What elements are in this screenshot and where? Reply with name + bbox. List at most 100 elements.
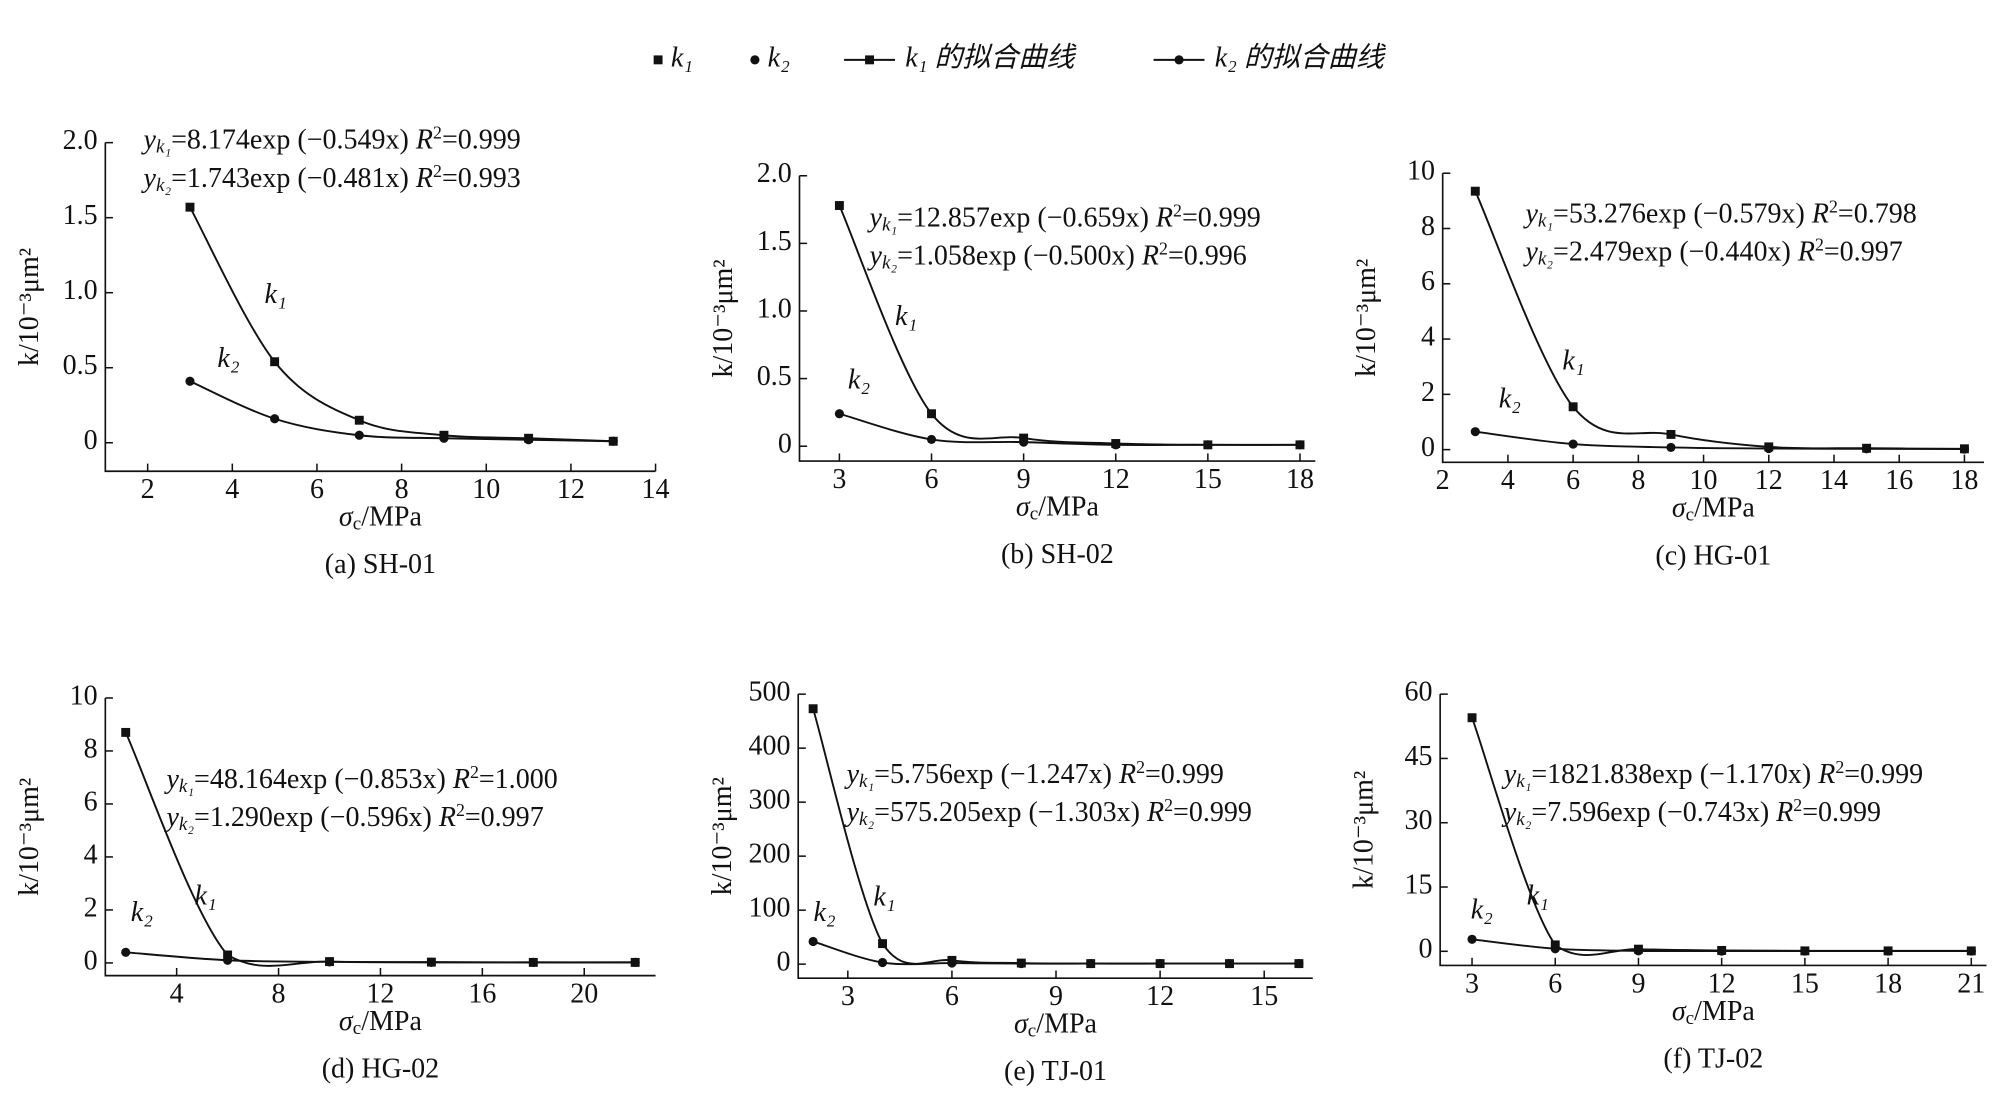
text-piece: k₂ (859, 809, 874, 830)
data-point (439, 433, 449, 443)
data-point (608, 436, 618, 446)
x-tick-label: 14 (1820, 465, 1848, 496)
text-piece: 2 (433, 161, 442, 181)
text-piece: =1.743exp (−0.481x) (171, 163, 416, 194)
y-tick-label: 0 (1421, 432, 1435, 463)
fit-curve (812, 708, 1299, 965)
equation: yk₂=1.058exp (−0.500x) R2=0.996 (867, 239, 1247, 274)
y-tick-label: 2.0 (63, 125, 98, 156)
data-point (223, 955, 233, 965)
data-point (1568, 439, 1578, 449)
data-point (1155, 959, 1165, 969)
text-piece: 2 (1164, 795, 1173, 815)
text-piece: σ (1672, 996, 1687, 1027)
text-piece: σ (1672, 493, 1687, 524)
data-point (1467, 934, 1477, 944)
text-piece: R (415, 163, 433, 194)
data-point (1470, 427, 1480, 437)
y-tick-label: 1.5 (63, 200, 98, 231)
y-tick-label: 400 (749, 731, 791, 762)
x-tick-label: 9 (1631, 968, 1645, 999)
axis-line (104, 142, 656, 473)
curve-label: k₁ (265, 279, 287, 310)
legend-label: k₂ 的拟合曲线 (1215, 42, 1387, 73)
text-piece: =575.205exp (−1.303x) (874, 798, 1147, 829)
axis-line (104, 697, 656, 977)
data-point (1467, 713, 1477, 723)
equation: yk₂=7.596exp (−0.743x) R2=0.999 (1501, 795, 1881, 830)
y-tick-label: 1.0 (63, 275, 98, 306)
x-tick-label: 18 (1950, 465, 1978, 496)
text-piece: 2 (1815, 235, 1824, 255)
text-piece: =0.798 (1838, 199, 1917, 230)
text-piece: R (1146, 798, 1164, 829)
data-point (1666, 442, 1676, 453)
data-point (630, 957, 640, 967)
y-tick-label: 0 (778, 429, 792, 460)
x-tick-label: 15 (1194, 464, 1222, 495)
data-point (528, 957, 538, 967)
y-axis-label: k/10⁻³μm² (1351, 259, 1382, 377)
data-point (878, 939, 887, 949)
text-piece: 2 (470, 762, 479, 782)
data-point (927, 409, 936, 419)
text-piece: k₂ (179, 814, 194, 835)
text-piece: k₂ (1538, 249, 1553, 270)
data-point (185, 376, 195, 386)
text-piece: 2 (1173, 200, 1182, 220)
text-piece: /MPa (361, 502, 422, 533)
y-tick-label: 4 (1421, 322, 1435, 353)
text-piece: =0.999 (1182, 203, 1261, 234)
text-piece: c (1028, 1021, 1036, 1042)
data-point (947, 958, 957, 968)
x-tick-label: 16 (1885, 465, 1913, 496)
y-tick-label: 4 (84, 839, 98, 870)
axis-line (797, 694, 1313, 980)
text-piece: k₂ (882, 253, 897, 274)
x-tick-label: 6 (945, 981, 959, 1012)
text-piece: /MPa (1694, 996, 1755, 1027)
text-piece: y (163, 764, 179, 795)
data-point (808, 704, 818, 714)
text-piece: =0.996 (1168, 241, 1247, 272)
x-tick-label: 9 (1017, 464, 1031, 495)
x-axis-label: σc/MPa (339, 1006, 423, 1039)
text-piece: =1.290exp (−0.596x) (194, 803, 439, 834)
text-piece: =53.276exp (−0.579x) (1553, 199, 1812, 230)
y-tick-label: 0 (1418, 934, 1432, 965)
text-piece: 2 (1136, 757, 1145, 777)
x-axis-label: σc/MPa (1672, 996, 1756, 1029)
curve-label: k₁ (194, 880, 216, 911)
y-tick-label: 2 (84, 892, 98, 923)
data-point (834, 409, 844, 419)
x-tick-label: 6 (1548, 968, 1562, 999)
y-tick-label: 10 (70, 680, 98, 711)
y-axis-label: k/10⁻³μm² (14, 248, 45, 366)
panel-title: (a) SH-01 (325, 549, 436, 580)
equation: yk₁=5.756exp (−1.247x) R2=0.999 (844, 757, 1224, 792)
curve-label: k₁ (1562, 345, 1584, 376)
text-piece: y (1522, 237, 1538, 268)
text-piece: k₁ (156, 137, 171, 158)
y-tick-label: 45 (1404, 741, 1432, 772)
panel-title: (e) TJ-01 (1004, 1056, 1107, 1087)
text-piece: R (1817, 759, 1835, 790)
x-axis-label: σc/MPa (1672, 493, 1756, 526)
x-tick-label: 14 (642, 474, 670, 505)
x-tick-label: 4 (1501, 465, 1515, 496)
axis-line (798, 175, 1316, 462)
text-piece: /MPa (1038, 492, 1099, 523)
curve-label: k₁ (1527, 880, 1549, 911)
y-tick-label: 6 (1421, 266, 1435, 297)
y-axis-label: k/10⁻³μm² (14, 778, 45, 896)
data-point (354, 430, 364, 440)
data-point (1550, 944, 1560, 954)
x-tick-label: 12 (1708, 968, 1736, 999)
text-piece: k₁ (179, 776, 194, 797)
fit-curve (189, 380, 614, 443)
y-tick-label: 10 (1407, 156, 1435, 187)
data-point (1295, 440, 1305, 450)
data-point (1959, 444, 1970, 454)
x-tick-label: 2 (1436, 465, 1450, 496)
y-tick-label: 6 (84, 786, 98, 817)
